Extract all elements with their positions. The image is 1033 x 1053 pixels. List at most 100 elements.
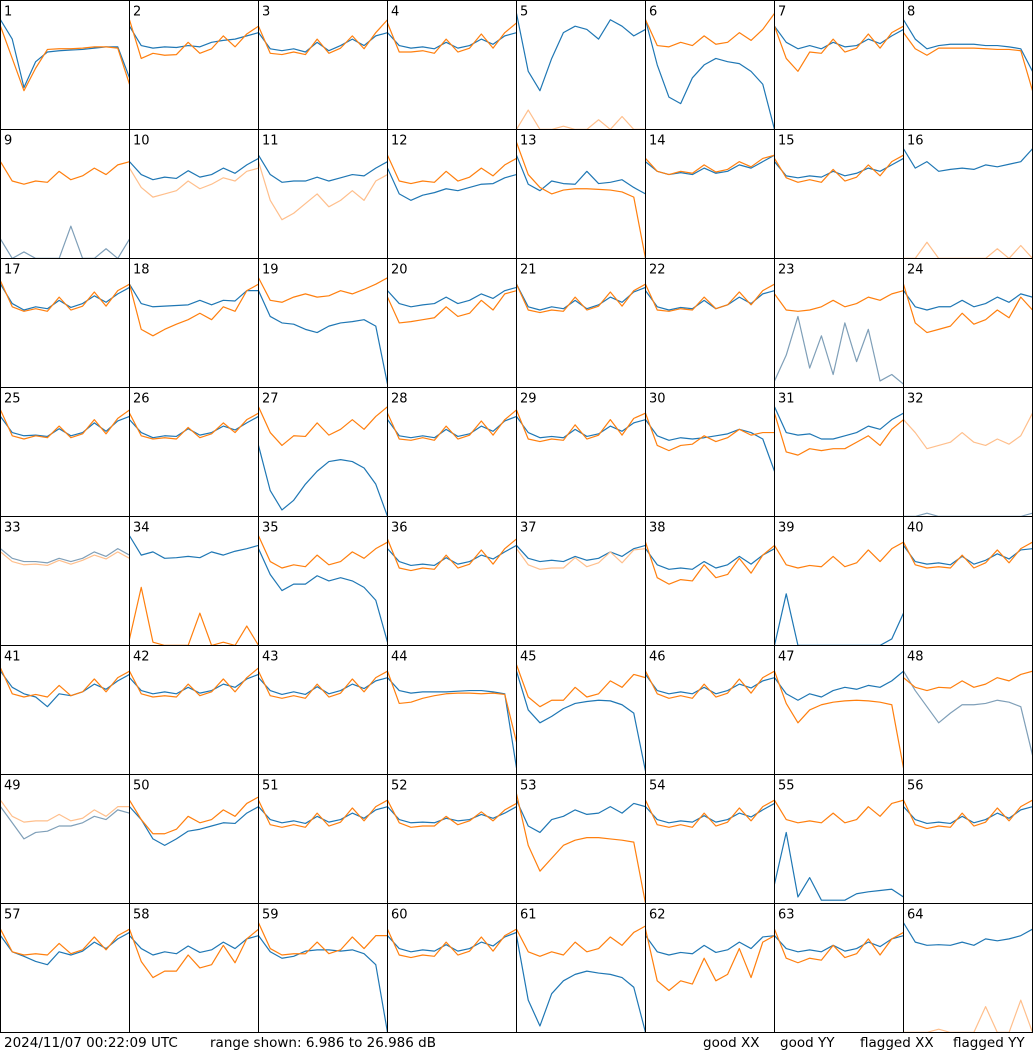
panel-label: 4	[391, 5, 399, 20]
panel	[774, 670, 904, 769]
panel-label: 26	[133, 392, 150, 407]
panel	[774, 799, 904, 901]
panel-label: 38	[649, 521, 666, 536]
trace-xx	[903, 922, 1033, 946]
trace-yy	[645, 929, 775, 992]
panel	[258, 922, 388, 1033]
trace-xx	[129, 806, 259, 846]
trace-yy	[645, 542, 775, 585]
panel-label: 3	[262, 5, 270, 20]
trace-yy	[645, 670, 775, 699]
trace-yy	[387, 928, 517, 959]
panel-label: 37	[520, 521, 537, 536]
trace-yy	[387, 290, 517, 324]
trace-yy	[387, 799, 517, 828]
panel-label: 7	[778, 5, 786, 20]
trace-yy	[774, 154, 904, 183]
trace-xx	[774, 935, 904, 953]
legend-entry: flagged YY	[953, 1035, 1025, 1051]
panel-label: 9	[4, 134, 12, 149]
trace-xx	[258, 935, 388, 1033]
panel-label: 15	[778, 134, 795, 149]
trace-yy	[903, 799, 1033, 830]
panel-label: 17	[4, 263, 21, 278]
trace-yy	[387, 409, 517, 441]
panel	[903, 541, 1033, 569]
panel-label: 30	[649, 392, 666, 407]
trace-xx	[129, 283, 259, 308]
trace-yy	[129, 283, 259, 337]
panel	[516, 283, 646, 314]
trace-yy	[774, 290, 904, 312]
trace-yy	[645, 283, 775, 312]
trace-yy	[0, 799, 130, 823]
panel	[0, 280, 130, 312]
panel	[387, 409, 517, 441]
panel-label: 60	[391, 908, 408, 923]
panel-label: 13	[520, 134, 537, 149]
panel-label: 63	[778, 908, 795, 923]
panel-label: 42	[133, 650, 150, 665]
panel	[516, 664, 646, 772]
trace-xx	[774, 831, 904, 901]
trace-xx	[903, 290, 1033, 311]
trace-xx	[516, 935, 646, 1033]
trace-xx	[774, 406, 904, 440]
trace-yy	[129, 412, 259, 440]
panel	[903, 799, 1033, 830]
panel-label: 24	[907, 263, 924, 278]
trace-yy	[387, 154, 517, 185]
panel-label: 55	[778, 779, 795, 794]
trace-yy	[0, 928, 130, 956]
panel	[516, 142, 646, 259]
trace-yy	[258, 535, 388, 569]
panel	[129, 412, 259, 440]
trace-yy	[516, 664, 646, 708]
trace-xx	[129, 25, 259, 49]
panel-label: 12	[391, 134, 408, 149]
trace-xx	[129, 157, 259, 181]
panel-label: 34	[133, 521, 150, 536]
trace-yy	[645, 12, 775, 48]
legend-entry: good YY	[780, 1035, 835, 1051]
trace-xx	[387, 167, 517, 201]
panel-label: 19	[262, 263, 279, 278]
panel-label: 5	[520, 5, 528, 20]
panel-label: 8	[907, 5, 915, 20]
panel-label: 27	[262, 392, 279, 407]
trace-yy	[516, 548, 646, 570]
panel-label: 40	[907, 521, 924, 536]
trace-yy	[516, 283, 646, 314]
panel-label: 56	[907, 779, 924, 794]
trace-yy	[0, 280, 130, 312]
panel	[0, 548, 130, 567]
panel-label: 59	[262, 908, 279, 923]
legend-entry: good XX	[703, 1035, 759, 1051]
trace-xx	[516, 154, 646, 195]
trace-xx	[516, 283, 646, 311]
trace-xx	[516, 544, 646, 563]
panel-label: 28	[391, 392, 408, 407]
trace-xx	[774, 25, 904, 50]
panel	[258, 277, 388, 385]
trace-yy	[129, 667, 259, 698]
panel	[258, 19, 388, 56]
panel-label: 35	[262, 521, 279, 536]
panel-label: 32	[907, 392, 924, 407]
panel-label: 6	[649, 5, 657, 20]
trace-yy	[387, 538, 517, 572]
range-text: range shown: 6.986 to 26.986 dB	[210, 1035, 436, 1051]
panel-label: 46	[649, 650, 666, 665]
trace-yy	[516, 793, 646, 904]
panel-label: 51	[262, 779, 279, 794]
trace-yy	[774, 541, 904, 569]
panel	[516, 544, 646, 570]
panel-label: 25	[4, 392, 21, 407]
panel	[645, 929, 775, 992]
trace-xx	[0, 225, 130, 259]
panel-label: 48	[907, 650, 924, 665]
trace-yy	[516, 409, 646, 443]
panel	[903, 284, 1033, 334]
panel	[258, 799, 388, 828]
panel	[645, 12, 775, 130]
